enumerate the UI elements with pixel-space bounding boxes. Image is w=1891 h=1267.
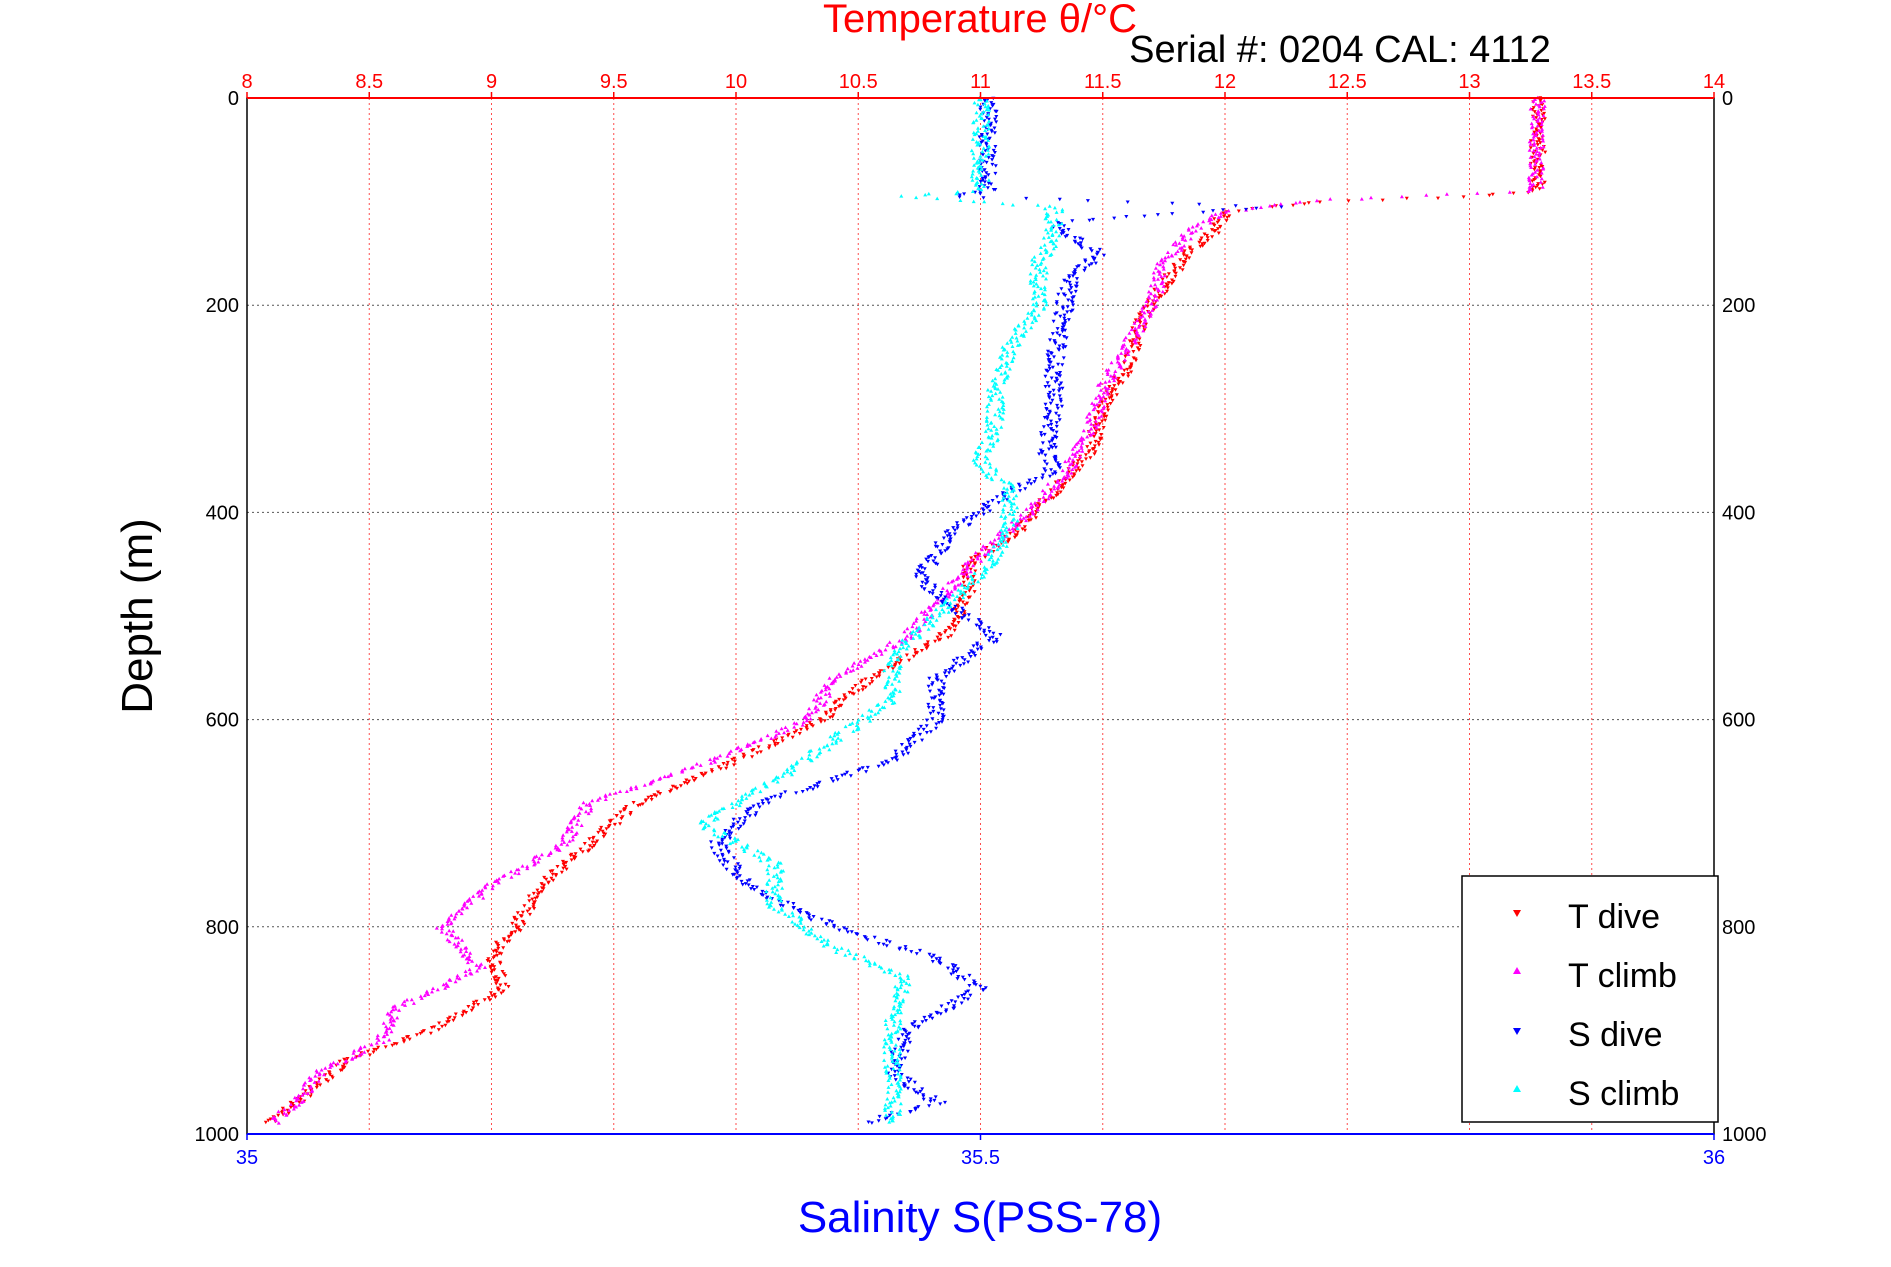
- y-tick-label-right: 200: [1722, 295, 1755, 317]
- x-bottom-tick-label: 35: [236, 1147, 258, 1169]
- chart-title: Temperature θ/°C: [823, 0, 1137, 41]
- x-top-tick-label: 10.5: [839, 71, 878, 93]
- legend-label-s-dive: S dive: [1568, 1016, 1663, 1054]
- y-tick-label-left: 1000: [195, 1124, 240, 1146]
- chart-legend: T dive T climb S dive S climb: [1461, 875, 1719, 1123]
- tick-layer: 0 0 200 200 400 400 600 600 800 800 1000 1000 8 8.5 9 9…: [195, 71, 1767, 1169]
- legend-label-t-dive: T dive: [1568, 898, 1660, 936]
- x-top-tick-label: 9: [486, 71, 497, 93]
- x-bottom-tick-label: 36: [1703, 1147, 1725, 1169]
- x-top-tick-label: 14: [1703, 71, 1725, 93]
- legend-marker-s-climb: [1513, 1085, 1521, 1092]
- x-top-tick-label: 13.5: [1572, 71, 1611, 93]
- legend-marker-t-dive: [1513, 910, 1521, 917]
- x-axis-label: Salinity S(PSS-78): [798, 1193, 1162, 1242]
- y-tick-label-right: 800: [1722, 917, 1755, 939]
- x-top-tick-label: 11: [970, 71, 991, 93]
- y-tick-label-right: 1000: [1722, 1124, 1767, 1146]
- x-top-tick-label: 12.5: [1328, 71, 1367, 93]
- x-top-tick-label: 10: [725, 71, 747, 93]
- x-top-tick-label: 11.5: [1084, 71, 1121, 93]
- legend-marker-s-dive: [1513, 1028, 1521, 1035]
- y-tick-label-left: 600: [206, 710, 239, 732]
- y-tick-label-right: 400: [1722, 502, 1755, 524]
- y-axis-label: Depth (m): [113, 518, 162, 714]
- x-top-tick-label: 8.5: [355, 71, 383, 93]
- x-bottom-tick-label: 35.5: [961, 1147, 1000, 1169]
- y-tick-label-right: 600: [1722, 710, 1755, 732]
- y-tick-label-left: 400: [206, 502, 239, 524]
- y-tick-label-left: 0: [228, 88, 239, 110]
- legend-label-t-climb: T climb: [1568, 957, 1677, 995]
- chart-subtitle: Serial #: 0204 CAL: 4112: [1129, 29, 1551, 71]
- y-tick-label-right: 0: [1722, 88, 1733, 110]
- legend-marker-t-climb: [1513, 967, 1521, 974]
- x-top-tick-label: 9.5: [600, 71, 628, 93]
- y-tick-label-left: 200: [206, 295, 239, 317]
- legend-label-s-climb: S climb: [1568, 1075, 1679, 1113]
- x-top-tick-label: 13: [1458, 71, 1480, 93]
- legend-box: [1461, 875, 1719, 1123]
- x-top-tick-label: 12: [1214, 71, 1236, 93]
- y-tick-label-left: 800: [206, 917, 239, 939]
- x-top-tick-label: 8: [241, 71, 252, 93]
